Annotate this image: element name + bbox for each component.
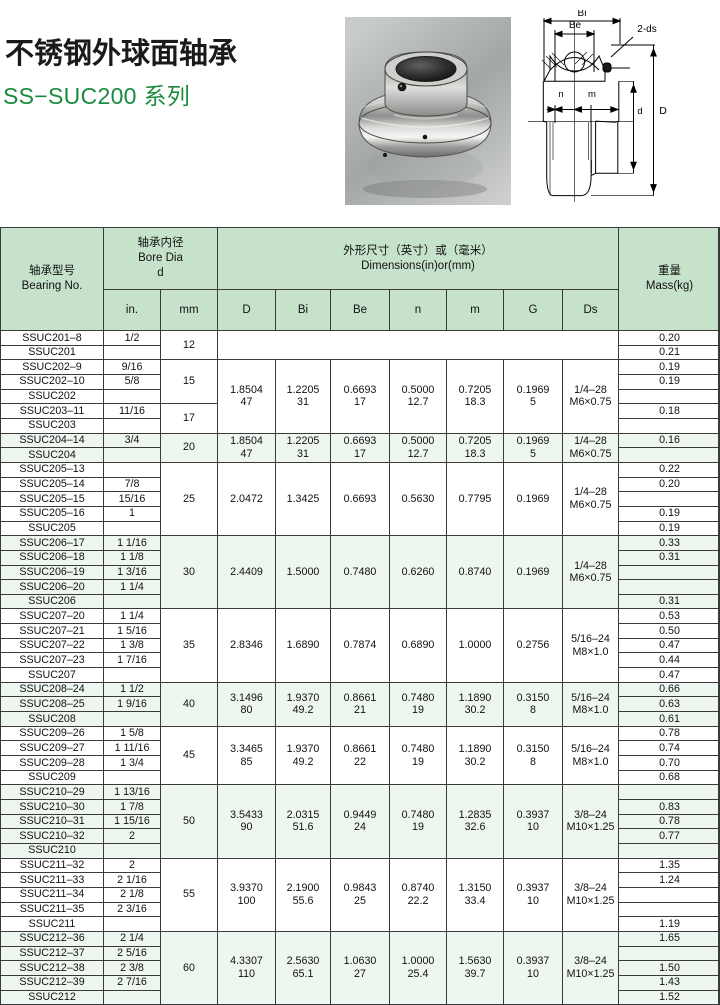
svg-text:D: D bbox=[659, 105, 667, 117]
svg-text:2-ds: 2-ds bbox=[637, 24, 656, 35]
svg-text:m: m bbox=[588, 89, 596, 100]
svg-text:Bi: Bi bbox=[578, 10, 587, 19]
svg-text:d: d bbox=[637, 106, 642, 117]
svg-text:n: n bbox=[558, 89, 563, 100]
svg-text:Be: Be bbox=[569, 20, 582, 31]
